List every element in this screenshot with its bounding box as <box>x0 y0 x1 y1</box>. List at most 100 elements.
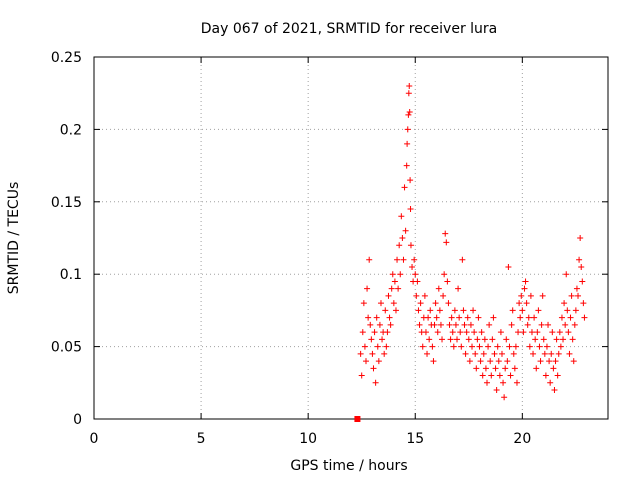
data-point <box>401 184 408 191</box>
data-point <box>519 307 526 314</box>
data-point <box>369 350 376 357</box>
data-point <box>362 358 369 365</box>
data-point <box>479 372 486 379</box>
x-tick-label: 20 <box>513 431 531 447</box>
data-point <box>561 300 568 307</box>
data-point <box>473 365 480 372</box>
data-point <box>392 307 399 314</box>
plot-frame <box>93 56 609 420</box>
data-point <box>415 307 422 314</box>
data-point <box>555 350 562 357</box>
x-tick-label: 10 <box>299 431 317 447</box>
data-point <box>443 239 450 246</box>
data-point <box>545 321 552 328</box>
data-point <box>501 394 508 401</box>
x-axis-label: GPS time / hours <box>290 458 407 474</box>
data-point <box>404 126 411 133</box>
data-point <box>422 329 429 336</box>
y-tick-label: 0 <box>73 412 82 428</box>
x-tick-label: 15 <box>406 431 424 447</box>
data-point <box>553 336 560 343</box>
x-tick-label: 0 <box>90 431 99 447</box>
data-point <box>522 278 529 285</box>
data-point <box>407 242 414 249</box>
data-point <box>526 343 533 350</box>
data-point <box>547 379 554 386</box>
data-point <box>494 343 501 350</box>
data-point <box>569 336 576 343</box>
data-point <box>497 329 504 336</box>
data-point <box>402 227 409 234</box>
data-point <box>562 321 569 328</box>
grid-layer <box>94 57 608 419</box>
data-point <box>515 329 522 336</box>
data-point <box>490 314 497 321</box>
data-point <box>366 256 373 263</box>
data-point <box>571 321 578 328</box>
data-point <box>510 350 517 357</box>
data-point <box>429 343 436 350</box>
data-point <box>441 271 448 278</box>
data-point <box>358 372 365 379</box>
chart-title: Day 067 of 2021, SRMTID for receiver lur… <box>201 21 498 37</box>
data-point <box>563 271 570 278</box>
data-point <box>364 285 371 292</box>
data-point <box>397 271 404 278</box>
data-point <box>512 343 519 350</box>
data-point <box>413 292 420 299</box>
data-point <box>496 372 503 379</box>
data-point <box>537 358 544 365</box>
data-point <box>405 90 412 97</box>
data-point <box>426 336 433 343</box>
data-point <box>383 343 390 350</box>
data-point <box>551 387 558 394</box>
data-point <box>492 365 499 372</box>
data-point <box>493 387 500 394</box>
data-point <box>467 321 474 328</box>
data-point <box>360 300 367 307</box>
data-point <box>448 314 455 321</box>
data-point <box>552 358 559 365</box>
x-tick-label: 5 <box>197 431 206 447</box>
data-point <box>513 379 520 386</box>
data-point <box>452 321 459 328</box>
data-point <box>407 206 414 213</box>
data-point <box>405 111 412 118</box>
data-points <box>357 82 588 401</box>
data-point <box>449 329 456 336</box>
data-point <box>507 372 514 379</box>
data-point <box>527 292 534 299</box>
data-point <box>520 329 527 336</box>
data-point <box>465 336 472 343</box>
data-point <box>454 336 461 343</box>
data-point <box>390 300 397 307</box>
data-point <box>446 321 453 328</box>
data-point <box>394 256 401 263</box>
data-point <box>474 336 481 343</box>
data-point <box>409 263 416 270</box>
axis-ticks: 0 0.05 0.1 0.15 0.2 0.25 0 5 10 15 20 <box>51 50 608 447</box>
data-point <box>538 321 545 328</box>
data-point <box>431 321 438 328</box>
data-point <box>417 300 424 307</box>
data-point <box>451 307 458 314</box>
data-point <box>445 300 452 307</box>
data-point <box>546 358 553 365</box>
data-point <box>517 314 524 321</box>
data-point <box>433 314 440 321</box>
data-point <box>491 350 498 357</box>
data-point <box>556 329 563 336</box>
data-point <box>502 365 509 372</box>
y-tick-label: 0.05 <box>51 340 82 356</box>
data-point <box>389 271 396 278</box>
data-point <box>442 230 449 237</box>
data-point <box>379 336 386 343</box>
data-point <box>581 314 588 321</box>
data-point <box>399 235 406 241</box>
data-point <box>455 285 462 292</box>
data-point <box>471 329 478 336</box>
data-point <box>475 314 482 321</box>
data-point <box>370 365 377 372</box>
data-point <box>480 350 487 357</box>
